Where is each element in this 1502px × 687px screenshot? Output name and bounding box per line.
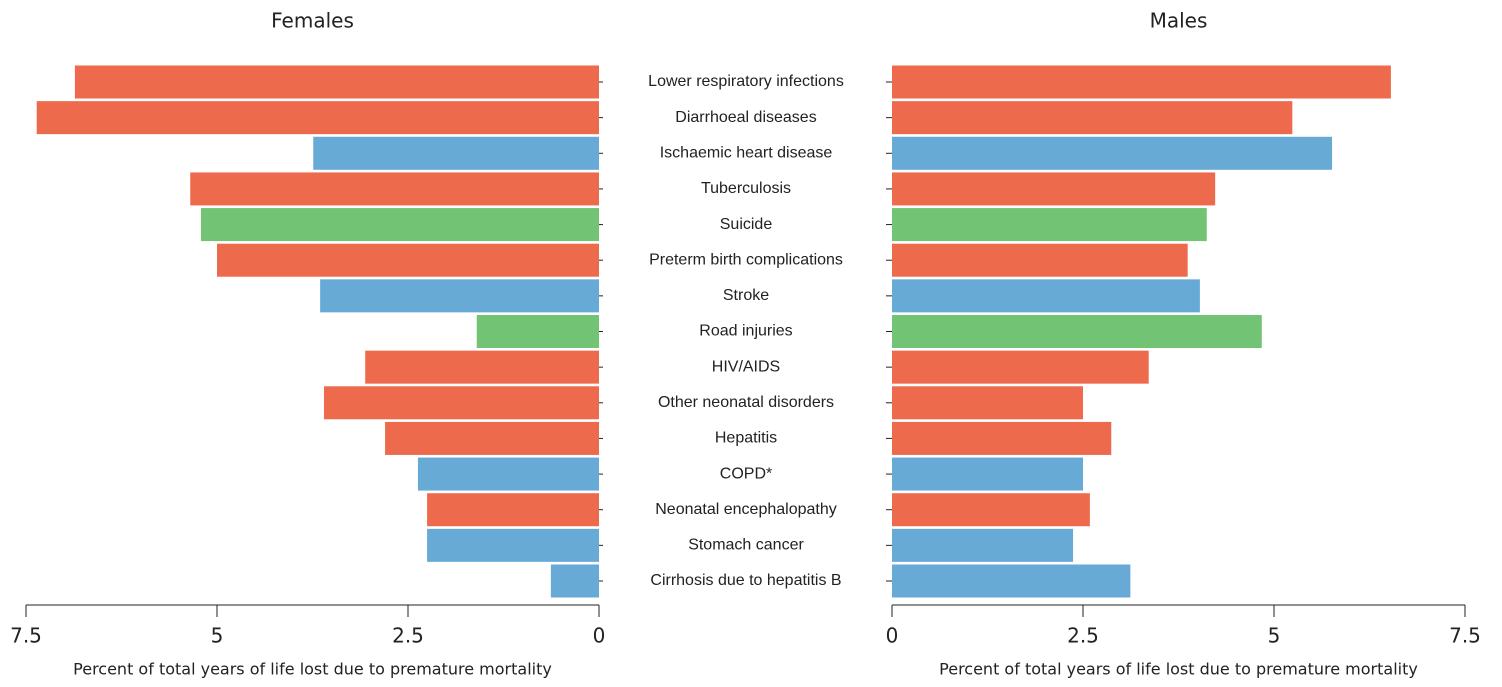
category-label: Suicide bbox=[720, 216, 773, 233]
category-label: Tuberculosis bbox=[701, 180, 791, 197]
bar bbox=[892, 457, 1083, 491]
bar bbox=[74, 65, 599, 99]
category-label: Diarrhoeal diseases bbox=[675, 109, 816, 126]
category-label: Road injuries bbox=[699, 323, 792, 340]
bar bbox=[190, 172, 599, 206]
bar bbox=[320, 279, 599, 313]
bar bbox=[892, 493, 1090, 527]
bar bbox=[417, 457, 599, 491]
x-tick-label: 7.5 bbox=[1449, 624, 1481, 648]
bar bbox=[427, 493, 599, 527]
panel-title: Females bbox=[271, 9, 354, 33]
x-tick-label: 5 bbox=[1268, 624, 1281, 648]
panel-title: Males bbox=[1150, 9, 1208, 33]
category-label: Other neonatal disorders bbox=[658, 394, 834, 411]
x-tick-label: 5 bbox=[211, 624, 224, 648]
bar bbox=[892, 208, 1207, 242]
bar bbox=[200, 208, 599, 242]
bar bbox=[313, 136, 599, 170]
x-axis-label: Percent of total years of life lost due … bbox=[73, 660, 552, 679]
bar bbox=[385, 421, 599, 455]
bar bbox=[892, 101, 1293, 135]
bar bbox=[323, 386, 599, 420]
x-tick-label: 0 bbox=[886, 624, 899, 648]
bar bbox=[892, 136, 1333, 170]
bar bbox=[892, 65, 1391, 99]
category-label: Ischaemic heart disease bbox=[660, 145, 833, 162]
x-tick-label: 7.5 bbox=[10, 624, 42, 648]
bar bbox=[892, 243, 1188, 277]
bar bbox=[217, 243, 599, 277]
category-label: Neonatal encephalopathy bbox=[655, 501, 836, 518]
x-tick-label: 2.5 bbox=[1067, 624, 1099, 648]
category-label: HIV/AIDS bbox=[712, 358, 780, 375]
bar bbox=[892, 350, 1149, 384]
category-label: COPD* bbox=[720, 465, 772, 482]
bar bbox=[550, 564, 599, 598]
bar bbox=[892, 421, 1112, 455]
category-label: Cirrhosis due to hepatitis B bbox=[650, 572, 841, 589]
bar bbox=[892, 279, 1200, 313]
x-tick-label: 2.5 bbox=[392, 624, 424, 648]
bar bbox=[892, 315, 1262, 348]
x-axis-label: Percent of total years of life lost due … bbox=[939, 660, 1418, 679]
category-label: Preterm birth complications bbox=[649, 251, 843, 268]
category-label: Stroke bbox=[723, 287, 769, 304]
category-label: Hepatitis bbox=[715, 430, 777, 447]
bar bbox=[892, 172, 1216, 206]
bar bbox=[36, 101, 600, 135]
bar bbox=[892, 564, 1131, 598]
bar bbox=[892, 528, 1074, 562]
bar bbox=[892, 386, 1083, 420]
bar bbox=[476, 315, 599, 348]
category-label: Lower respiratory infections bbox=[648, 73, 844, 90]
category-label: Stomach cancer bbox=[688, 537, 804, 554]
x-tick-label: 0 bbox=[593, 624, 606, 648]
bar bbox=[427, 528, 599, 562]
bar bbox=[365, 350, 599, 384]
